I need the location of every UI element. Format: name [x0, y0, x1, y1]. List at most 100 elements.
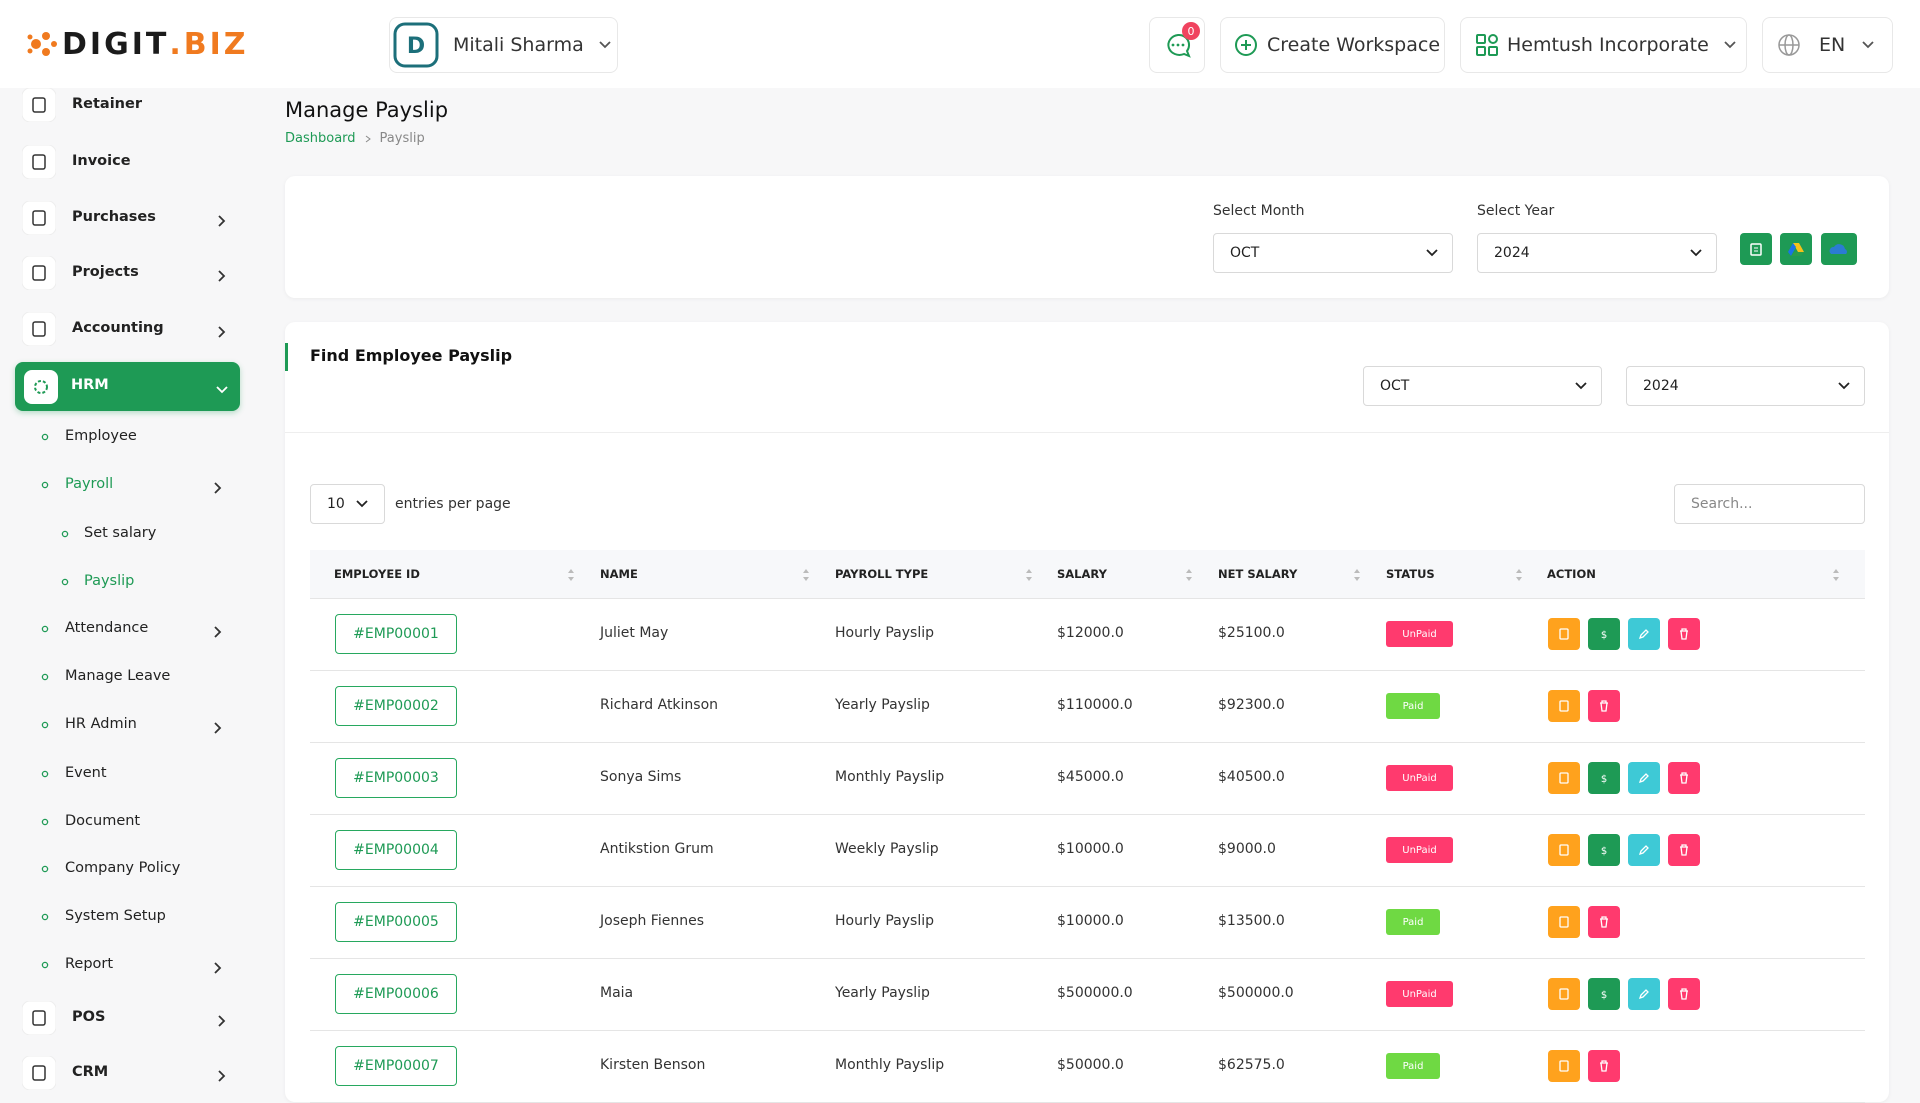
workspace-icon [1476, 34, 1498, 56]
delete-button[interactable] [1588, 906, 1620, 938]
nav-item[interactable]: Event [0, 752, 240, 796]
nav-item[interactable]: CRM [0, 1051, 240, 1095]
avatar: D [393, 22, 439, 68]
sort-arrows [1186, 569, 1192, 581]
delete-button[interactable] [1668, 618, 1700, 650]
nav-chevron [216, 380, 228, 399]
pay-button[interactable]: $ [1588, 978, 1620, 1010]
column-header[interactable]: PAYROLL TYPE [835, 567, 929, 581]
edit-button[interactable] [1628, 834, 1660, 866]
chevron [218, 326, 226, 339]
nav-item[interactable]: HR Admin [0, 703, 240, 747]
nav-item[interactable]: Payslip [0, 560, 240, 604]
view-button[interactable] [1548, 1050, 1580, 1082]
employee-id-button[interactable]: #EMP00005 [335, 902, 457, 942]
sort-icon [1832, 567, 1840, 586]
edit-icon [1638, 989, 1649, 1000]
edit-icon [1638, 629, 1649, 640]
user-menu[interactable]: D Mitali Sharma [389, 17, 618, 73]
pay-button[interactable]: $ [1588, 834, 1620, 866]
find-month-select[interactable]: OCT [1363, 366, 1602, 406]
cell: $45000.0 [1057, 769, 1124, 785]
delete-button[interactable] [1588, 690, 1620, 722]
create-workspace-button[interactable]: Create Workspace [1220, 17, 1445, 73]
row-divider [310, 1030, 1865, 1031]
view-button[interactable] [1548, 690, 1580, 722]
employee-id-button[interactable]: #EMP00004 [335, 830, 457, 870]
find-year: 2024 [1643, 378, 1679, 394]
employee-id-button[interactable]: #EMP00003 [335, 758, 457, 798]
nav-item[interactable]: Company Policy [0, 847, 240, 891]
nav-item[interactable]: System Setup [0, 895, 240, 939]
sort-arrows [568, 569, 574, 581]
chevron [218, 215, 226, 227]
cell: $12000.0 [1057, 625, 1124, 641]
nav-item[interactable]: POS [0, 996, 240, 1040]
drive-button[interactable] [1780, 233, 1812, 265]
employee-id-button[interactable]: #EMP00006 [335, 974, 457, 1014]
nav-item[interactable]: Attendance [0, 607, 240, 651]
nav-label: Retainer [72, 96, 142, 113]
page-size-select[interactable]: 10 [310, 484, 385, 524]
nav-item[interactable]: Retainer [0, 83, 240, 127]
nav-item[interactable]: Employee [0, 415, 240, 459]
logo-text: DIGIT [62, 26, 170, 62]
edit-button[interactable] [1628, 978, 1660, 1010]
breadcrumb-link[interactable]: Dashboard [285, 131, 356, 146]
edit-button[interactable] [1628, 762, 1660, 794]
nav-item[interactable]: Manage Leave [0, 655, 240, 699]
messages-button[interactable]: 0 [1149, 17, 1205, 73]
month-label: Select Month [1213, 203, 1305, 219]
find-year-select[interactable]: 2024 [1626, 366, 1865, 406]
employee-id-button[interactable]: #EMP00001 [335, 614, 457, 654]
status-badge: Paid [1386, 909, 1440, 935]
edit-button[interactable] [1628, 618, 1660, 650]
delete-button[interactable] [1668, 978, 1700, 1010]
cell: Yearly Payslip [835, 985, 930, 1001]
nav-item[interactable]: Invoice [0, 140, 240, 184]
view-button[interactable] [1548, 906, 1580, 938]
nav-item[interactable]: Document [0, 800, 240, 844]
icon [1829, 244, 1847, 254]
column-header[interactable]: EMPLOYEE ID [334, 567, 420, 581]
delete-button[interactable] [1668, 834, 1700, 866]
nav-item-active[interactable]: HRM [15, 361, 240, 411]
breadcrumb-current: Payslip [379, 131, 425, 146]
column-header[interactable]: ACTION [1547, 567, 1596, 581]
employee-id-button[interactable]: #EMP00002 [335, 686, 457, 726]
view-icon [1559, 844, 1569, 856]
nav-item[interactable]: Purchases [0, 196, 240, 240]
nav-item[interactable]: Report [0, 943, 240, 987]
delete-button[interactable] [1588, 1050, 1620, 1082]
pay-button[interactable]: $ [1588, 618, 1620, 650]
column-header[interactable]: NAME [600, 567, 638, 581]
onedrive-button[interactable] [1821, 233, 1857, 265]
nav-item[interactable]: Accounting [0, 307, 240, 351]
nav-label: Document [65, 812, 141, 829]
export-button[interactable] [1740, 233, 1772, 265]
pay-button[interactable]: $ [1588, 762, 1620, 794]
logo[interactable]: DIGIT .BIZ [26, 26, 249, 62]
nav-item[interactable]: Set salary [0, 512, 240, 556]
bullet [41, 913, 49, 921]
column-header[interactable]: STATUS [1386, 567, 1435, 581]
view-button[interactable] [1548, 834, 1580, 866]
nav-item[interactable]: Projects [0, 251, 240, 295]
bullet [41, 770, 49, 778]
view-button[interactable] [1548, 978, 1580, 1010]
employee-id-button[interactable]: #EMP00007 [335, 1046, 457, 1086]
search-input[interactable]: Search... [1674, 484, 1865, 524]
workspace-menu[interactable]: Hemtush Incorporate [1460, 17, 1747, 73]
year-select[interactable]: 2024 [1477, 233, 1717, 273]
column-header[interactable]: SALARY [1057, 567, 1107, 581]
status-badge: Paid [1386, 1053, 1440, 1079]
nav-chevron [216, 212, 226, 231]
month-select[interactable]: OCT [1213, 233, 1453, 273]
delete-button[interactable] [1668, 762, 1700, 794]
cell: $500000.0 [1218, 985, 1294, 1001]
nav-item[interactable]: Payroll [0, 463, 240, 507]
column-header[interactable]: NET SALARY [1218, 567, 1298, 581]
view-button[interactable] [1548, 618, 1580, 650]
view-button[interactable] [1548, 762, 1580, 794]
language-menu[interactable]: EN [1762, 17, 1893, 73]
